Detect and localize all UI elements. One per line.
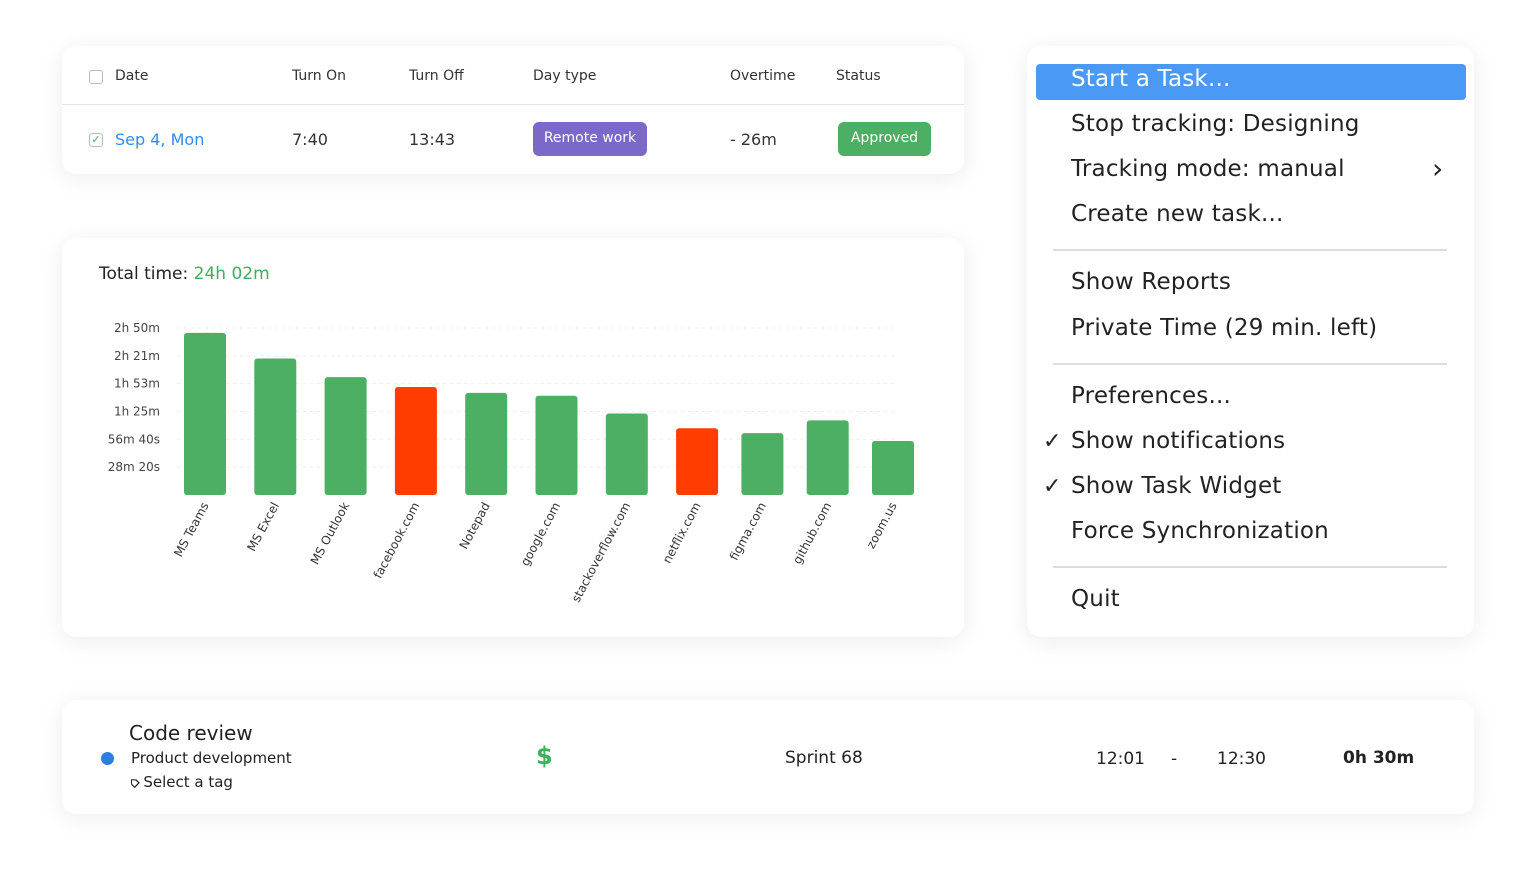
day-type-badge: Remote work (533, 122, 647, 156)
menu-item[interactable]: Show Task Widget (1071, 473, 1282, 499)
tray-menu: Start a Task... Stop tracking: Designing T… (1027, 46, 1474, 637)
x-tick-label: MS Teams (171, 500, 211, 559)
x-tick-label: github.com (790, 500, 834, 567)
bar[interactable] (184, 332, 226, 495)
menu-separator (1053, 363, 1447, 365)
bar[interactable] (254, 358, 297, 495)
task-project[interactable]: Product development (131, 749, 292, 767)
x-tick-label: zoom.us (864, 500, 900, 551)
total-time-value: 24h 02m (193, 264, 270, 284)
row-turn-on: 7:40 (292, 130, 328, 149)
task-title[interactable]: Code review (129, 721, 253, 745)
row-overtime: - 26m (730, 130, 777, 149)
duration: 0h 30m (1343, 748, 1415, 768)
tag-icon: ⌂ (124, 772, 144, 792)
tag-label: Select a tag (143, 773, 233, 791)
menu-separator (1053, 566, 1447, 568)
y-tick-label: 28m 20s (108, 460, 160, 474)
bar[interactable] (806, 420, 849, 495)
menu-item[interactable]: Preferences... (1071, 383, 1232, 409)
start-time[interactable]: 12:01 (1096, 749, 1145, 769)
bar[interactable] (741, 433, 784, 495)
time-chart-card: Total time: 24h 02m 28m 20s 56m 40s 1h 25m… (62, 238, 964, 637)
menu-item[interactable]: Tracking mode: manual (1071, 156, 1345, 182)
menu-item[interactable]: Create new task... (1071, 201, 1284, 227)
menu-item[interactable]: Start a Task... (1071, 66, 1231, 92)
x-tick-label: MS Excel (244, 500, 282, 554)
bar[interactable] (394, 386, 437, 495)
x-tick-label: figma.com (727, 500, 769, 563)
end-time[interactable]: 12:30 (1217, 749, 1266, 769)
row-turn-off: 13:43 (409, 130, 456, 149)
selected-highlight (1036, 64, 1466, 100)
header-turn-off[interactable]: Turn Off (409, 68, 464, 84)
bar-chart: 28m 20s 56m 40s 1h 25m 1h 53m 2h 21m 2h 50m MS… (108, 321, 914, 605)
bar[interactable] (465, 392, 508, 495)
bar[interactable] (872, 440, 914, 495)
sprint[interactable]: Sprint 68 (785, 748, 863, 768)
bar[interactable] (535, 395, 578, 495)
menu-item[interactable]: Quit (1071, 586, 1120, 612)
y-tick-label: 2h 21m (114, 349, 160, 363)
row-date-link[interactable]: Sep 4, Mon (115, 130, 205, 149)
bar[interactable] (676, 428, 719, 495)
x-tick-label: stackoverflow.com (569, 500, 634, 605)
menu-item[interactable]: Show Reports (1071, 269, 1231, 295)
tag-selector[interactable]: ⌂ Select a tag (124, 772, 233, 791)
menu-item[interactable]: Private Time (29 min. left) (1071, 315, 1378, 341)
divider (62, 104, 964, 105)
dollar-icon[interactable]: $ (536, 742, 553, 770)
y-tick-label: 1h 25m (114, 405, 160, 419)
bar[interactable] (605, 413, 648, 495)
x-tick-label: MS Outlook (308, 500, 353, 567)
x-tick-label: Notepad (457, 500, 493, 552)
x-tick-label: google.com (518, 500, 563, 568)
timesheet-table: Date Turn On Turn Off Day type Overtime … (62, 46, 964, 174)
menu-item[interactable]: Stop tracking: Designing (1071, 111, 1360, 137)
header-day-type[interactable]: Day type (533, 68, 597, 84)
task-entry[interactable]: Code review Product development ⌂ Select… (62, 700, 1474, 814)
y-tick-label: 56m 40s (108, 432, 160, 446)
chevron-right-icon: › (1432, 152, 1444, 185)
total-time: Total time: 24h 02m (99, 264, 270, 284)
menu-item[interactable]: Force Synchronization (1071, 518, 1329, 544)
check-icon: ✓ (1043, 474, 1062, 499)
y-tick-label: 2h 50m (114, 321, 160, 335)
header-turn-on[interactable]: Turn On (292, 68, 347, 84)
time-dash: - (1171, 749, 1178, 769)
total-time-label: Total time: (99, 264, 189, 284)
bar[interactable] (324, 377, 367, 495)
select-all-checkbox[interactable] (89, 70, 103, 84)
header-status[interactable]: Status (836, 68, 881, 84)
x-tick-label: facebook.com (371, 500, 423, 581)
x-tick-label: netflix.com (660, 500, 704, 566)
header-overtime[interactable]: Overtime (730, 68, 796, 84)
header-date[interactable]: Date (115, 68, 149, 84)
status-badge: Approved (838, 122, 931, 156)
y-tick-label: 1h 53m (114, 377, 160, 391)
menu-separator (1053, 249, 1447, 251)
row-checkbox[interactable]: ✓ (89, 133, 103, 147)
menu-item[interactable]: Show notifications (1071, 428, 1286, 454)
check-icon: ✓ (1043, 429, 1062, 454)
project-color-dot (101, 752, 114, 765)
